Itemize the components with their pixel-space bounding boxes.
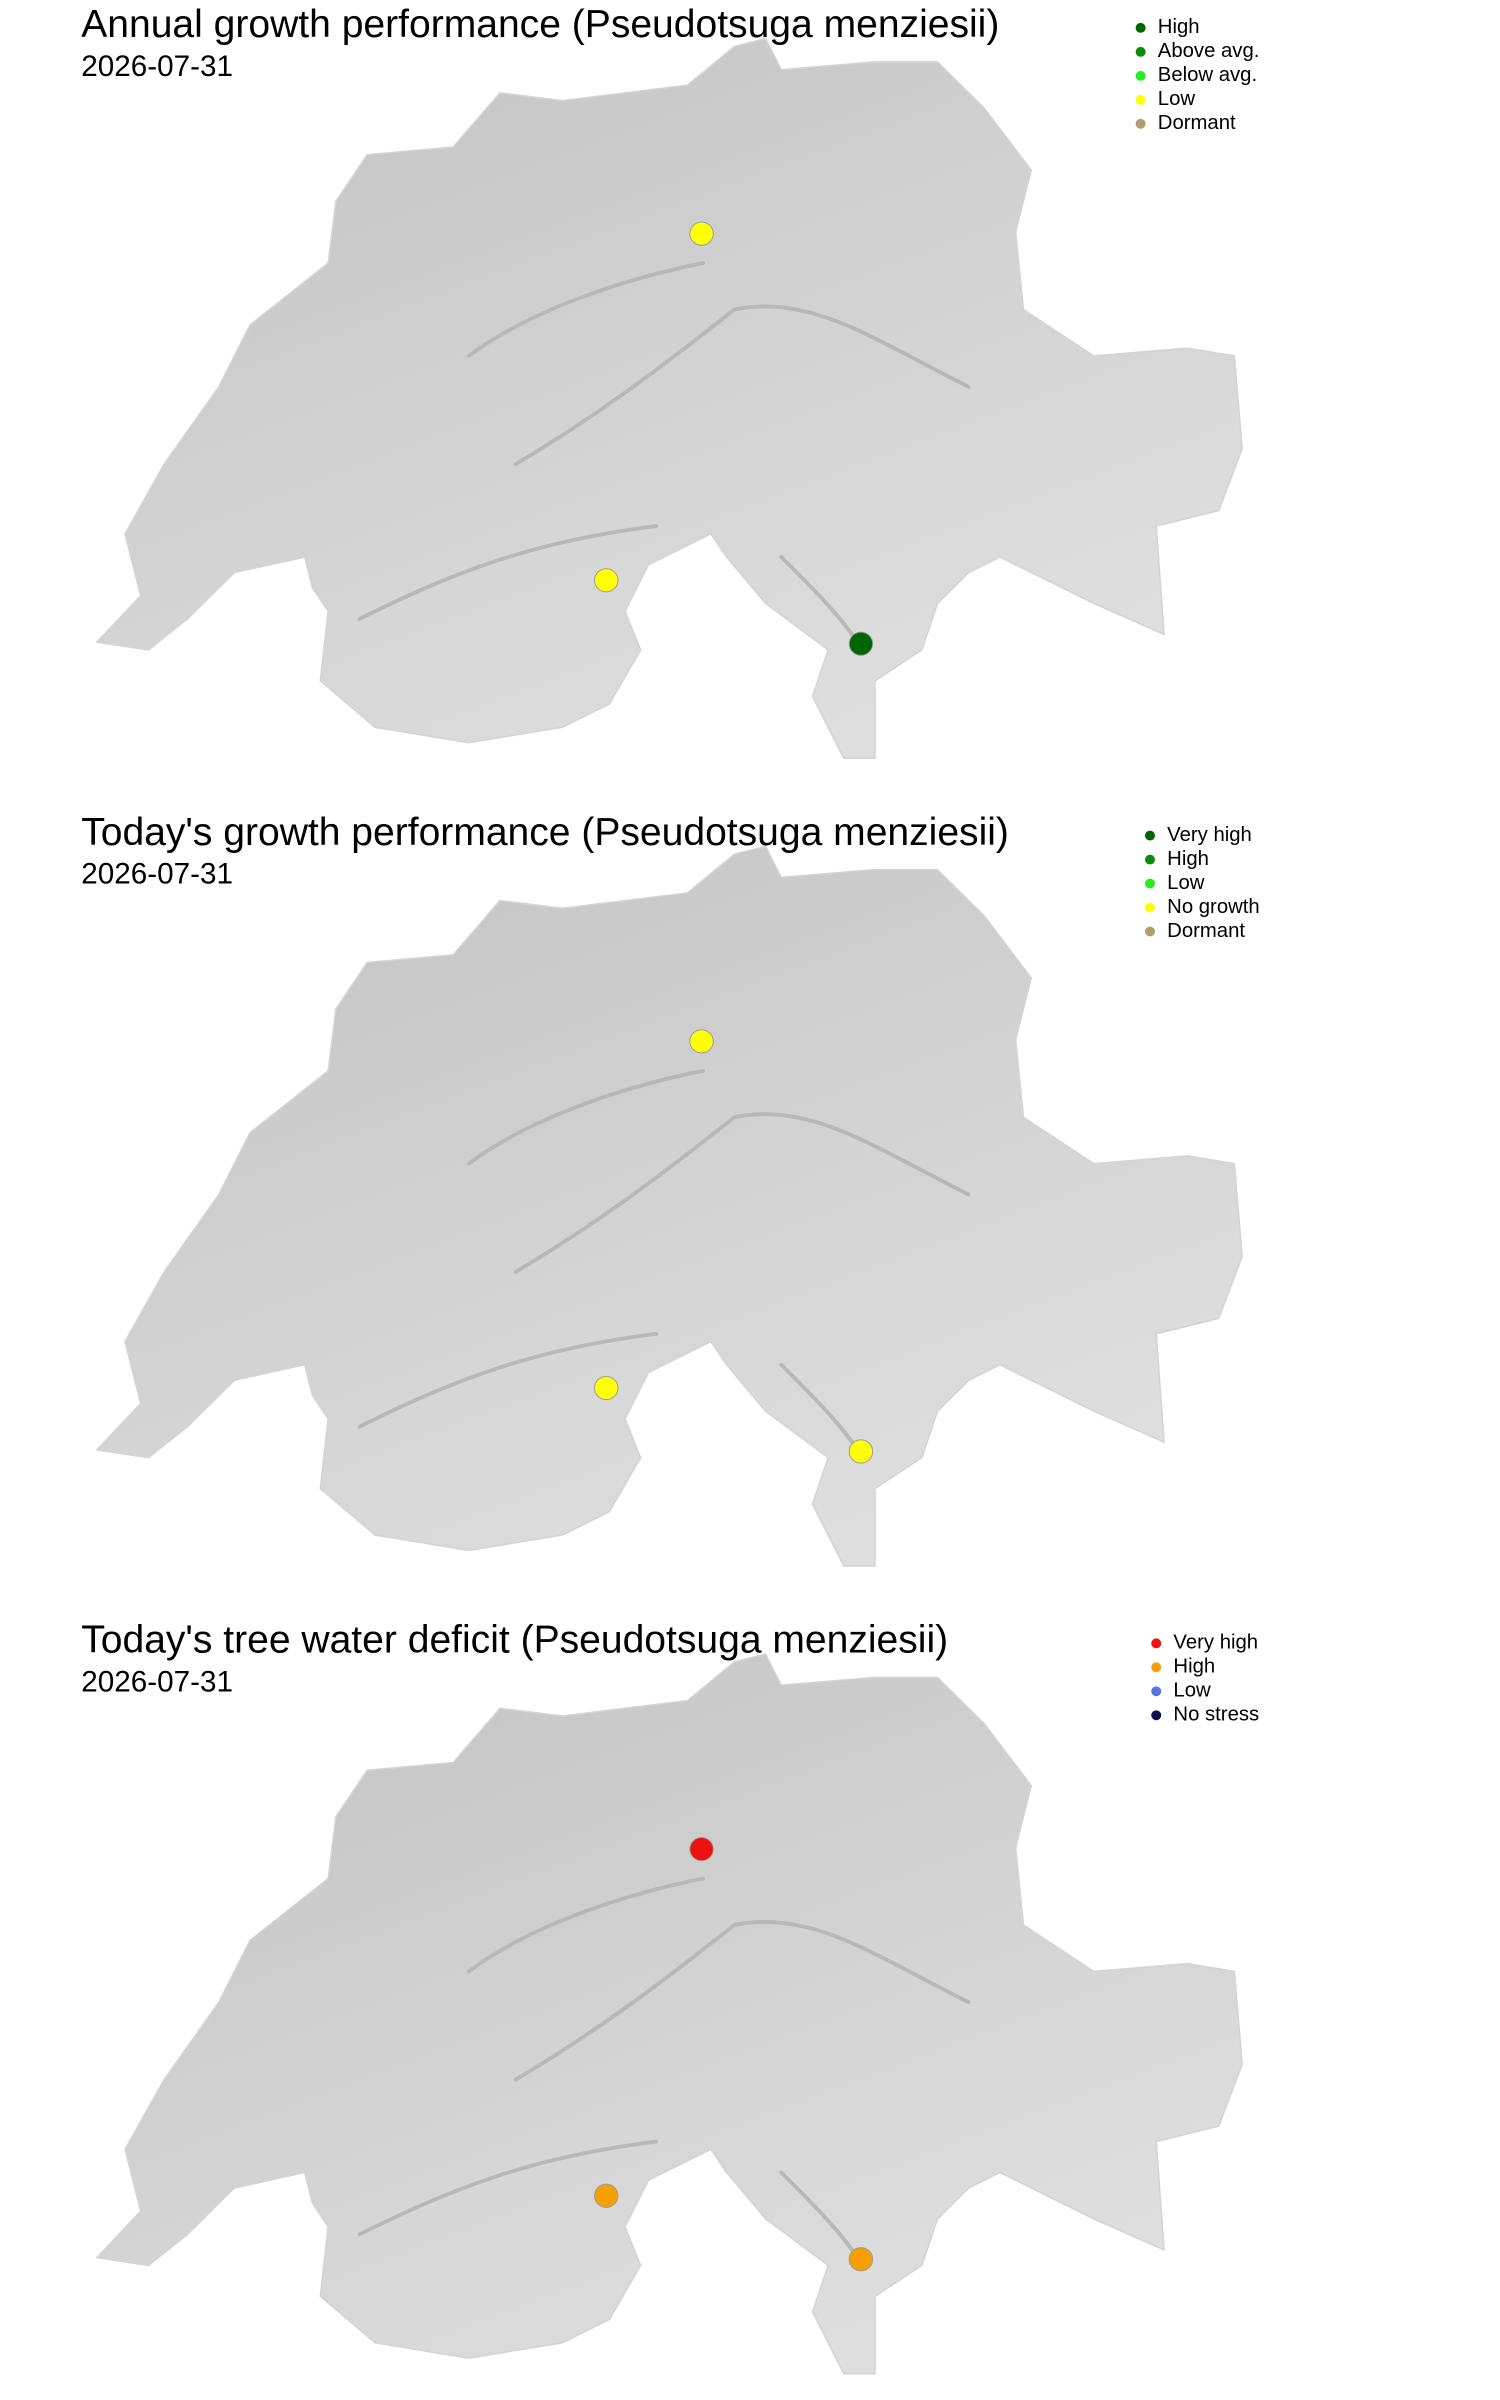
map-date: 2026-07-31 [81,1665,233,1698]
legend-label: High [1167,848,1209,870]
map-panel: Annual growth performance (Pseudotsuga m… [81,3,1260,759]
legend-label: High [1173,1656,1215,1678]
legend-swatch [1135,94,1146,105]
legend-label: Above avg. [1158,40,1260,62]
site-marker [594,568,619,593]
legend-swatch [1145,926,1155,937]
site-marker [848,631,874,656]
map-title: Today's growth performance (Pseudotsuga … [81,811,1009,854]
legend-label: Low [1158,88,1196,110]
legend-swatch [1135,22,1146,33]
legend-swatch [1151,1638,1162,1649]
country-relief [95,845,1243,1567]
legend-label: High [1158,16,1200,38]
valley [466,261,706,358]
valley [732,1920,971,2005]
site-marker [594,1375,619,1401]
legend-swatch [1145,854,1155,865]
map-title: Annual growth performance (Pseudotsuga m… [81,3,999,46]
legend-label: No growth [1167,896,1260,918]
map-date: 2026-07-31 [81,50,233,83]
legend-swatch [1151,1686,1162,1697]
country-relief [95,1653,1243,2375]
site-marker [848,2247,874,2272]
legend-swatch [1145,830,1155,841]
legend-swatch [1151,1710,1162,1721]
valley [466,1876,706,1974]
legend-label: No stress [1173,1704,1259,1726]
legend-label: Low [1167,872,1205,894]
legend-swatch [1145,878,1155,889]
valley [357,524,659,621]
legend-label: Low [1173,1680,1211,1702]
site-marker [689,1837,714,1862]
valley [357,1331,659,1429]
valley [513,307,737,467]
site-marker [594,2183,619,2208]
map-date: 2026-07-31 [81,858,233,891]
valley [357,2139,659,2237]
legend-label: Dormant [1158,112,1236,134]
valley [513,1923,737,2082]
legend-swatch [1145,902,1155,913]
map-title: Today's tree water deficit (Pseudotsuga … [81,1619,948,1662]
legend-swatch [1135,70,1146,81]
legend-label: Very high [1167,824,1252,846]
valley [513,1115,737,1274]
legend-label: Very high [1173,1632,1258,1654]
valley [732,304,971,389]
site-marker [689,221,714,246]
valley [732,1112,971,1197]
valley [466,1068,706,1166]
legend-label: Dormant [1167,920,1245,942]
legend-swatch [1151,1662,1162,1673]
legend-swatch [1135,46,1146,57]
site-marker [848,1439,874,1464]
legend-label: Below avg. [1158,64,1257,86]
map-panel: Today's growth performance (Pseudotsuga … [81,811,1260,1567]
site-marker [689,1029,714,1054]
legend-swatch [1135,118,1146,129]
country-relief [95,37,1243,759]
map-panel: Today's tree water deficit (Pseudotsuga … [81,1619,1259,2375]
